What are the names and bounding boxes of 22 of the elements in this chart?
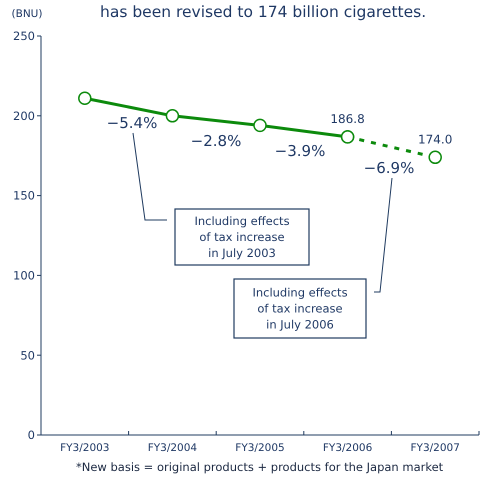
annotation: Including effects of tax increase in July 2003 (194, 214, 290, 260)
annotation: −3.9% (274, 142, 326, 160)
y-axis-title: (BNU) (12, 8, 42, 20)
data-label: 186.8 (330, 112, 365, 126)
annotation: Including effects of tax increase in July 2006 (252, 286, 348, 332)
annotation: −6.9% (364, 159, 414, 177)
y-tick-label: 0 (28, 428, 35, 442)
y-tick-label: 150 (13, 188, 35, 203)
x-tick-label: FY3/2005 (235, 442, 285, 454)
annotation: −5.4% (106, 114, 158, 132)
annotation: −2.8% (190, 132, 242, 150)
chart-title: has been revised to 174 billion cigarettes. (100, 3, 426, 21)
x-tick-label: FY3/2006 (322, 442, 373, 454)
y-tick-label: 50 (20, 348, 35, 362)
x-tick-label: FY3/2007 (410, 442, 460, 454)
x-tick-label: FY3/2004 (148, 442, 198, 454)
data-label: 174.0 (418, 132, 452, 146)
y-tick-label: 100 (13, 268, 35, 282)
x-tick-label: FY3/2003 (60, 442, 110, 454)
y-tick-label: 250 (13, 29, 35, 44)
y-tick-label: 200 (13, 108, 35, 123)
text: *New basis = original products + products for the Japan market (76, 460, 444, 474)
